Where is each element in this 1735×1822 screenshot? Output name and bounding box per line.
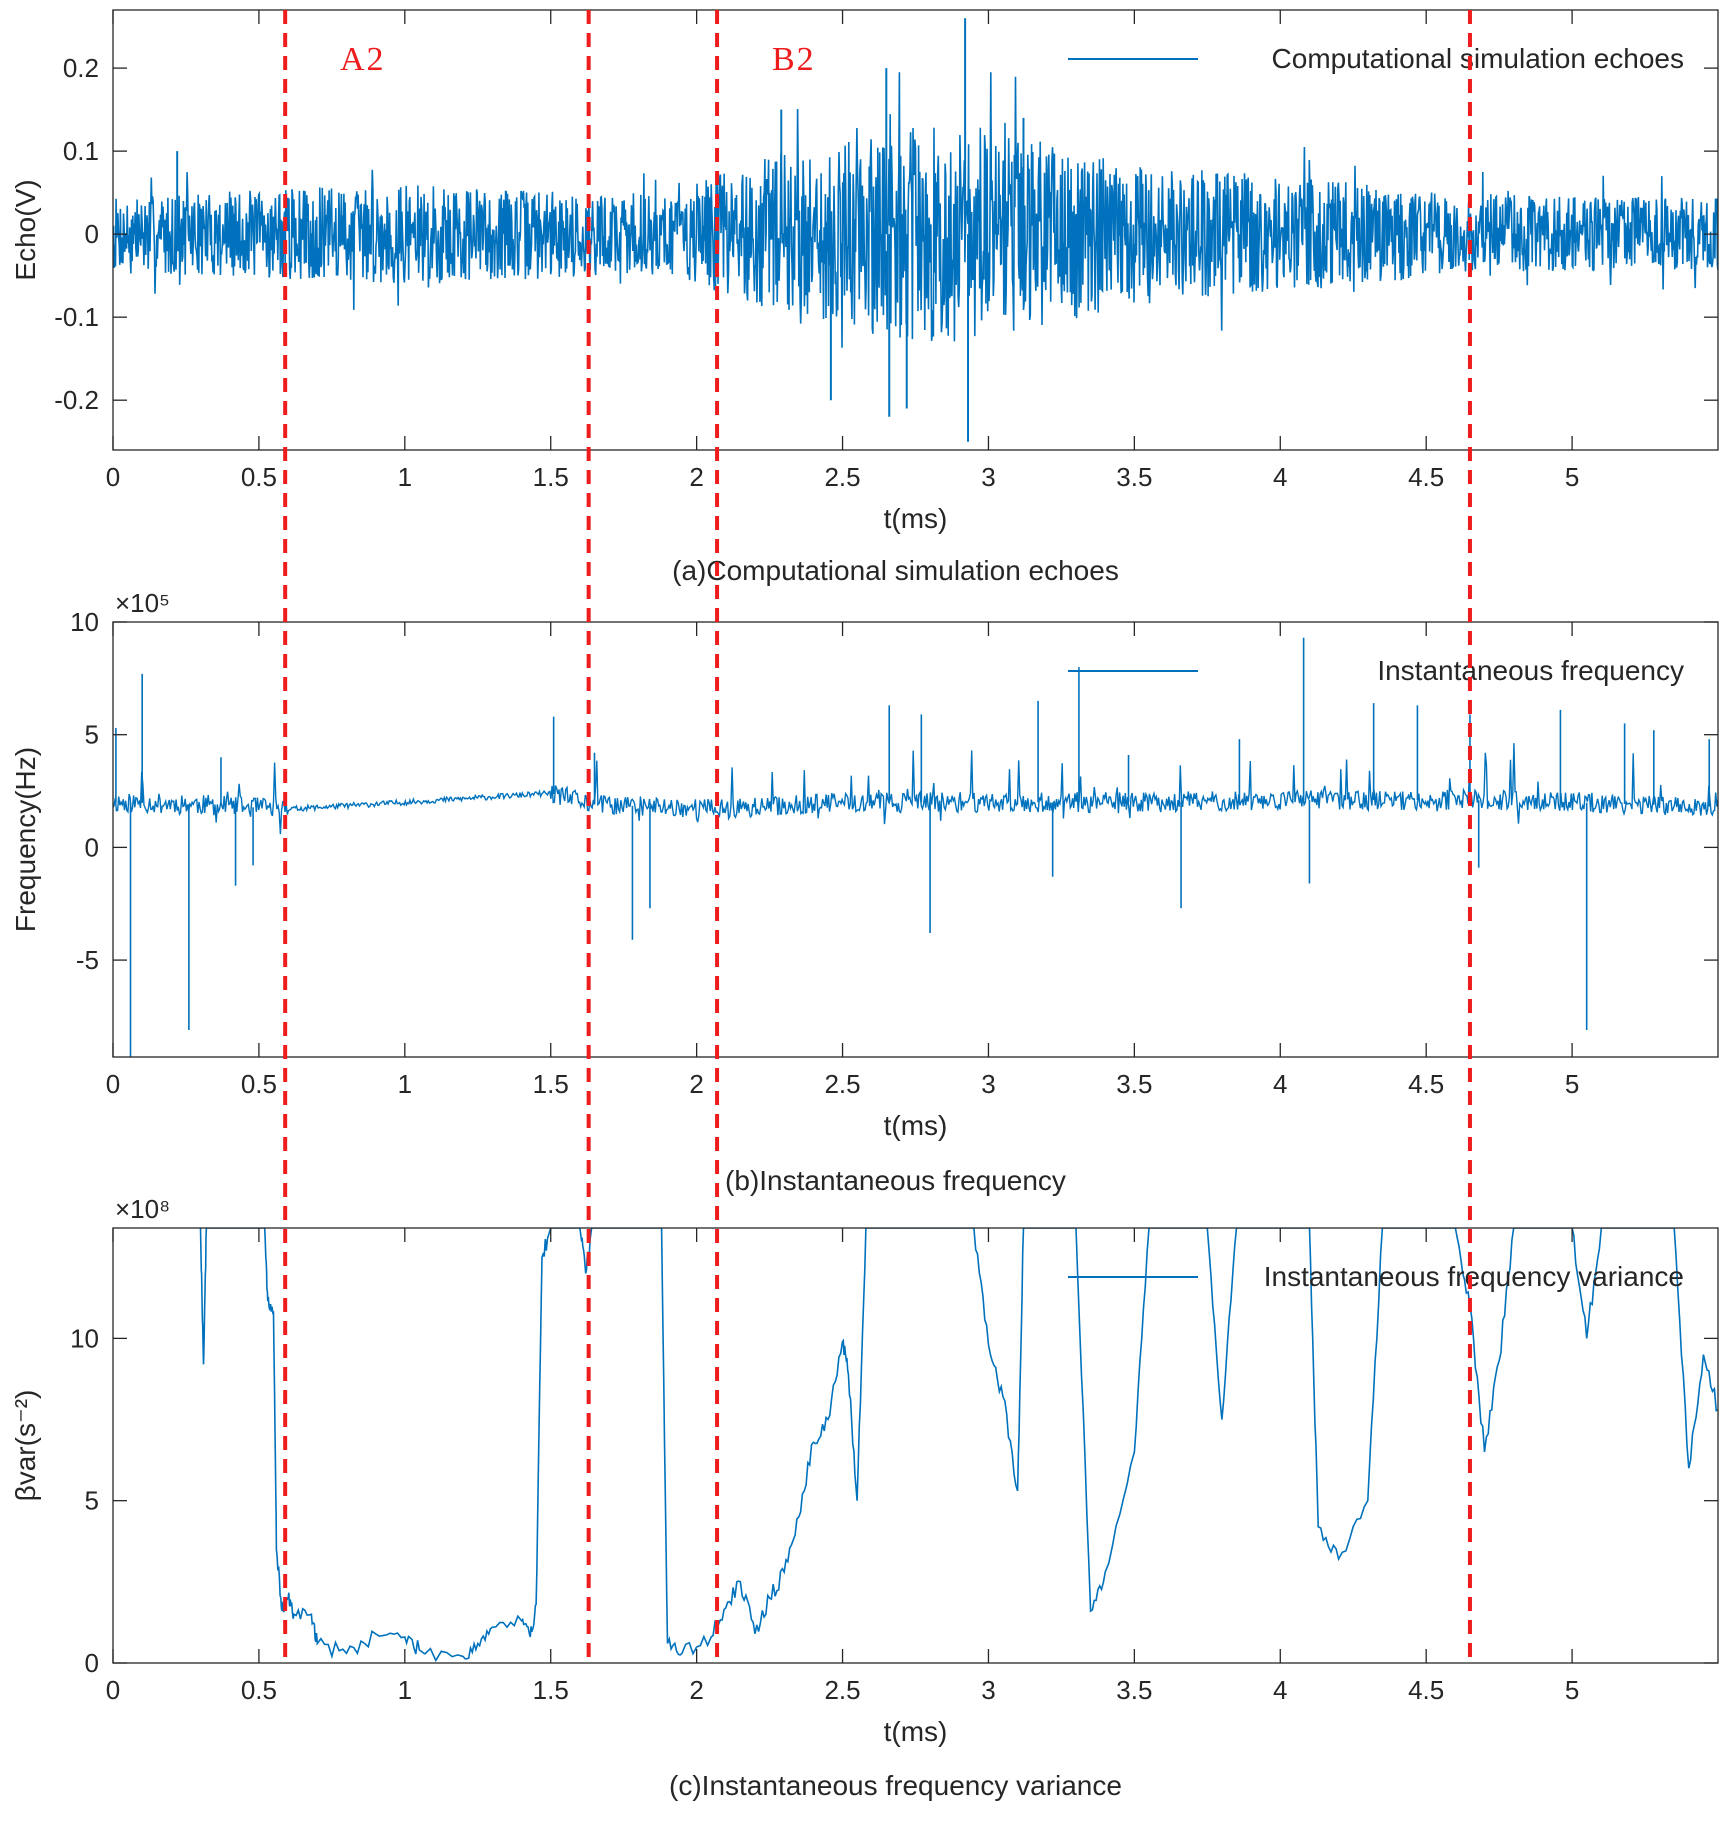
x-tick-label: 1.5: [533, 462, 569, 492]
plot-area: [113, 1228, 1718, 1663]
series-group: [113, 18, 1718, 442]
x-tick-label: 1: [398, 462, 412, 492]
x-tick-label: 4: [1273, 1069, 1287, 1099]
x-axis-label: t(ms): [884, 1110, 948, 1141]
x-tick-label: 2.5: [824, 1675, 860, 1705]
x-tick-label: 2.5: [824, 1069, 860, 1099]
x-tick-label: 1: [398, 1069, 412, 1099]
axis-exponent: ×10⁵: [115, 588, 170, 618]
y-tick-label: -0.1: [54, 302, 99, 332]
x-tick-label: 4: [1273, 462, 1287, 492]
variance-series-line: [199, 1228, 1718, 1663]
panel-frequency: 0 0.5 1 1.5 2 2.5 3 3.5 4 4.5 5 -5 0 5 10 ×10⁵ t(ms) Freq…: [10, 588, 1719, 1196]
x-tick-label: 0.5: [241, 1069, 277, 1099]
x-tick-label: 0: [106, 1675, 120, 1705]
panel-caption: (c)Instantaneous frequency variance: [669, 1770, 1122, 1801]
legend-label: Instantaneous frequency variance: [1264, 1261, 1684, 1292]
series-group: [113, 637, 1718, 1057]
x-tick-label: 0.5: [241, 1675, 277, 1705]
x-tick-label: 0.5: [241, 462, 277, 492]
x-tick-label: 1: [398, 1675, 412, 1705]
x-tick-label: 2: [689, 462, 703, 492]
y-tick-label: 0: [85, 219, 99, 249]
x-tick-label: 4.5: [1408, 462, 1444, 492]
echo-series-line: [113, 72, 1718, 348]
y-axis-label: βvar(s⁻²): [10, 1390, 41, 1502]
plot-area: [113, 622, 1718, 1057]
x-tick-label: 4.5: [1408, 1675, 1444, 1705]
axes-box: [112, 9, 1719, 451]
y-tick-label: 0: [85, 1648, 99, 1678]
x-tick-label: 5: [1565, 1675, 1579, 1705]
y-tick-label: 5: [85, 1486, 99, 1516]
region-label-a2: A2: [340, 41, 386, 78]
x-tick-label: 1.5: [533, 1675, 569, 1705]
y-tick-label: -5: [76, 945, 99, 975]
x-tick-label: 0: [106, 1069, 120, 1099]
legend-label: Computational simulation echoes: [1272, 43, 1684, 74]
series-group: [199, 1228, 1718, 1663]
x-tick-label: 5: [1565, 1069, 1579, 1099]
x-tick-label: 5: [1565, 462, 1579, 492]
y-tick-label: -0.2: [54, 385, 99, 415]
x-tick-label: 4.5: [1408, 1069, 1444, 1099]
panel-caption: (a)Computational simulation echoes: [672, 555, 1119, 586]
x-tick-label: 3.5: [1116, 1675, 1152, 1705]
x-tick-label: 1.5: [533, 1069, 569, 1099]
x-tick-label: 4: [1273, 1675, 1287, 1705]
x-tick-label: 3: [981, 1675, 995, 1705]
y-axis-label: Echo(V): [10, 179, 41, 280]
x-tick-label: 3.5: [1116, 1069, 1152, 1099]
x-tick-label: 3: [981, 1069, 995, 1099]
x-tick-label: 3: [981, 462, 995, 492]
axes-box: [112, 1227, 1719, 1664]
x-axis-label: t(ms): [884, 503, 948, 534]
x-axis-label: t(ms): [884, 1716, 948, 1747]
y-tick-label: 0.2: [63, 53, 99, 83]
panel-caption: (b)Instantaneous frequency: [725, 1165, 1066, 1196]
y-tick-label: 0.1: [63, 136, 99, 166]
x-tick-label: 2.5: [824, 462, 860, 492]
x-tick-label: 2: [689, 1675, 703, 1705]
frequency-series-line: [113, 743, 1718, 835]
axes-box: [112, 621, 1719, 1058]
y-tick-label: 0: [85, 832, 99, 862]
x-tick-label: 0: [106, 462, 120, 492]
panel-echo: 0 0.5 1 1.5 2 2.5 3 3.5 4 4.5 5 -0.2 -0.1 0 0.1 0.2 t(ms…: [10, 9, 1719, 586]
y-axis-label: Frequency(Hz): [10, 747, 41, 932]
x-tick-label: 2: [689, 1069, 703, 1099]
x-tick-label: 3.5: [1116, 462, 1152, 492]
axis-exponent: ×10⁸: [115, 1194, 170, 1224]
y-tick-label: 10: [70, 607, 99, 637]
panel-variance: 0 0.5 1 1.5 2 2.5 3 3.5 4 4.5 5 0 5 10 ×10⁸ t(ms) βvar(s…: [10, 1194, 1719, 1801]
y-tick-label: 10: [70, 1323, 99, 1353]
y-tick-label: 5: [85, 720, 99, 750]
region-label-b2: B2: [772, 41, 816, 78]
legend-label: Instantaneous frequency: [1377, 655, 1684, 686]
